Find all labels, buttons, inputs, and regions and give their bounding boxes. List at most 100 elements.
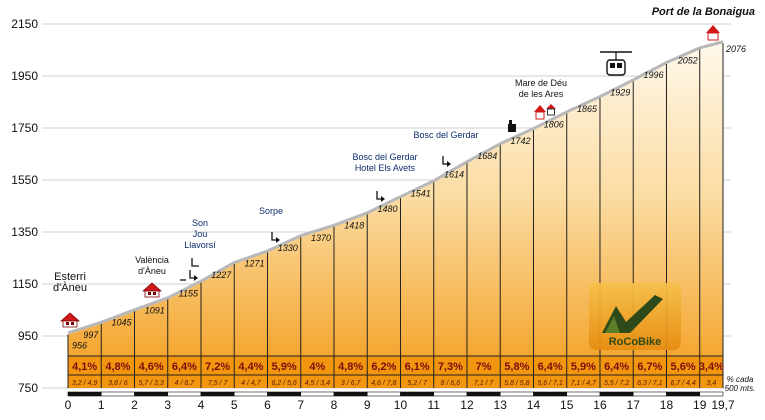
x-axis-bar xyxy=(267,391,302,397)
altitude-label: 1806 xyxy=(544,119,564,129)
village-icon xyxy=(62,320,78,328)
segment-grade: 7% xyxy=(476,361,492,373)
segment-grade: 4% xyxy=(309,361,325,373)
x-axis-bar xyxy=(499,391,534,397)
x-axis-bar xyxy=(433,391,468,397)
cable-car-icon xyxy=(610,63,615,68)
altitude-label: 2052 xyxy=(677,55,698,65)
place-label: Sorpe xyxy=(259,206,283,216)
place-label: de les Ares xyxy=(519,89,564,99)
segment-grade: 5,9% xyxy=(272,361,297,373)
segment-detail: 7,1 / 4,7 xyxy=(571,380,597,387)
altitude-label: 1155 xyxy=(179,289,199,299)
grade-table xyxy=(68,356,723,388)
x-tick-label: 4 xyxy=(198,398,205,412)
segment-detail: 4 / 4,7 xyxy=(241,380,262,387)
pointer-arrow-head xyxy=(381,196,385,202)
x-axis-bar xyxy=(533,391,568,397)
segment-grade: 7,3% xyxy=(438,361,463,373)
segment-detail: 5,8 / 5,8 xyxy=(504,380,529,387)
logo-mark xyxy=(605,316,620,333)
segment-grade: 4,1% xyxy=(72,361,97,373)
y-tick-label: 2150 xyxy=(11,17,38,31)
segment-detail: 3,4 xyxy=(706,380,716,387)
hotel-icon xyxy=(534,105,546,112)
segment-detail: 7,5 / 7 xyxy=(208,380,229,387)
altitude-label: 1929 xyxy=(610,87,630,97)
segment-grade: 4,8% xyxy=(105,361,130,373)
x-tick-label: 11 xyxy=(428,398,441,412)
altitude-label: 1091 xyxy=(145,305,165,315)
x-tick-label: 19,7 xyxy=(711,398,735,412)
x-axis-bar xyxy=(300,391,335,397)
segment-detail: 3,2 / 4,9 xyxy=(72,380,97,387)
x-tick-label: 16 xyxy=(593,398,607,412)
altitude-label: 1045 xyxy=(111,317,132,327)
segment-detail: 7,1 / 7 xyxy=(474,380,495,387)
x-axis-bar xyxy=(400,391,435,397)
place-label: d'Àneu xyxy=(138,266,166,276)
segment-grade: 3,4% xyxy=(699,361,724,373)
x-axis-bar xyxy=(699,391,724,397)
altitude-label: 1614 xyxy=(444,169,464,179)
altitude-label: 1742 xyxy=(510,136,530,146)
x-axis-bar xyxy=(333,391,368,397)
profile-area xyxy=(68,43,723,389)
village-icon xyxy=(153,292,156,295)
altitude-label: 1227 xyxy=(211,270,232,280)
x-tick-label: 6 xyxy=(264,398,271,412)
altitude-label: 1684 xyxy=(477,151,497,161)
village-icon xyxy=(66,322,69,325)
x-tick-label: 1 xyxy=(98,398,105,412)
segment-detail: 8 / 6,6 xyxy=(441,380,461,387)
x-tick-label: 8 xyxy=(331,398,338,412)
village-icon xyxy=(59,312,81,322)
y-tick-label: 1750 xyxy=(11,121,38,135)
x-tick-label: 5 xyxy=(231,398,238,412)
x-axis-bar xyxy=(666,391,701,397)
place-label: Mare de Déu xyxy=(515,78,567,88)
chapel-icon xyxy=(509,120,512,124)
village-icon xyxy=(148,292,151,295)
x-axis-bar xyxy=(466,391,501,397)
x-axis-bar xyxy=(67,391,102,397)
x-tick-label: 18 xyxy=(660,398,674,412)
x-axis-bar xyxy=(167,391,202,397)
hotel-icon xyxy=(546,104,556,109)
x-tick-label: 14 xyxy=(527,398,541,412)
segment-detail: 5,6 / 7,1 xyxy=(537,380,562,387)
x-tick-label: 19 xyxy=(693,398,707,412)
place-label: Hotel Els Avets xyxy=(355,163,416,173)
y-tick-label: 950 xyxy=(18,329,38,343)
hotel-icon xyxy=(547,108,555,116)
x-axis-bar xyxy=(233,391,268,397)
pointer-arrow-head xyxy=(194,275,198,281)
summit-hut-icon xyxy=(706,25,720,33)
segment-detail: 4,5 / 3,4 xyxy=(305,380,330,387)
altitude-label: 1996 xyxy=(643,70,663,80)
segment-grade: 5,9% xyxy=(571,361,596,373)
place-label: Son xyxy=(192,218,208,228)
x-axis-bar xyxy=(632,391,667,397)
segment-detail: 5,5 / 7,2 xyxy=(604,380,629,387)
segment-grade: 6,1% xyxy=(405,361,430,373)
altitude-label: 1541 xyxy=(411,188,431,198)
place-label: Bosc del Gerdar xyxy=(352,152,417,162)
village-icon xyxy=(144,290,160,298)
segment-grade: 5,8% xyxy=(504,361,529,373)
x-axis-bar xyxy=(366,391,401,397)
y-tick-label: 1150 xyxy=(12,277,38,291)
hotel-icon xyxy=(535,111,545,120)
place-label: Esterri xyxy=(54,271,86,283)
place-label: València xyxy=(135,255,169,265)
altitude-label: 1330 xyxy=(278,243,298,253)
segment-grade: 4,8% xyxy=(338,361,363,373)
chart-title: Port de la Bonaigua xyxy=(652,6,755,18)
place-label: Jou xyxy=(193,229,208,239)
x-tick-label: 13 xyxy=(494,398,508,412)
x-tick-label: 3 xyxy=(164,398,171,412)
x-tick-label: 0 xyxy=(65,398,72,412)
x-tick-label: 9 xyxy=(364,398,371,412)
segment-detail: 3,8 / 6 xyxy=(108,380,128,387)
